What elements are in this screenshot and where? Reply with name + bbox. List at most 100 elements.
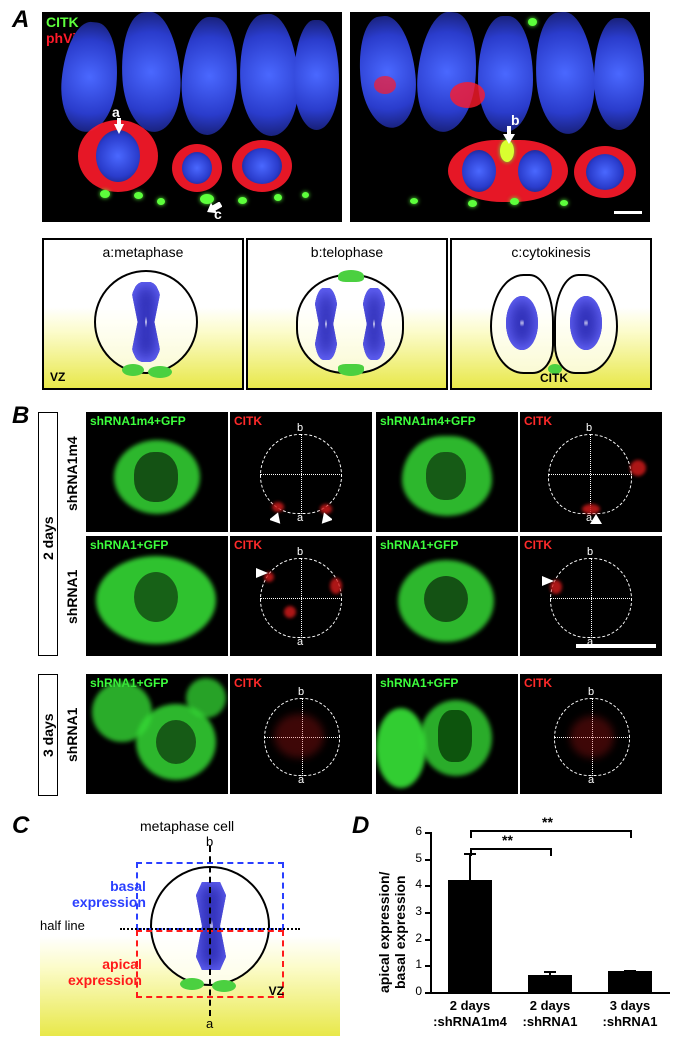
nucleus	[242, 148, 282, 184]
nucleus	[518, 150, 552, 192]
arrow-a-icon	[114, 118, 124, 134]
citk-diffuse	[274, 714, 324, 758]
citk-channel-label: CITK	[524, 414, 552, 428]
side-label-3days: 3 days	[40, 700, 56, 770]
x-label-line1: 3 days	[590, 998, 670, 1013]
x-label-line1: 2 days	[430, 998, 510, 1013]
error-bar	[469, 853, 471, 880]
nucleus	[294, 20, 339, 130]
pb-gfp-cell: shRNA1+GFP	[86, 674, 228, 794]
vz-label: VZ	[50, 370, 65, 384]
nucleus	[532, 12, 598, 136]
nucleus	[118, 12, 184, 134]
x-label-line1: 2 days	[510, 998, 590, 1013]
gfp-channel-label: shRNA1+GFP	[380, 538, 458, 552]
nucleus	[586, 154, 624, 190]
citk-furrow-top	[338, 270, 364, 282]
citk-spot	[274, 194, 282, 201]
bar-chart: apical expression/ basal expression 0123…	[380, 822, 680, 1040]
sig-bracket-drop	[470, 848, 472, 856]
significance-stars: **	[502, 832, 513, 848]
citk-diagram-spot	[122, 364, 144, 376]
y-tick-label: 6	[404, 824, 422, 838]
diagram-cytokinesis: c:cytokinesis CITK	[450, 238, 652, 390]
pole-b: b	[297, 422, 303, 434]
pb-citk-cell: CITK b a	[520, 536, 662, 656]
pb-citk-cell: CITK b a	[230, 536, 372, 656]
phvim-blob	[374, 76, 396, 94]
sig-bracket	[470, 830, 630, 832]
y-tick	[425, 939, 430, 941]
nucleus	[478, 16, 533, 132]
arrow-icon	[270, 512, 282, 524]
arrow-b-icon	[503, 126, 515, 144]
citk-furrow-bottom	[338, 364, 364, 376]
gfp-dark-center	[134, 452, 178, 502]
side-label-2days: 2 days	[40, 498, 56, 578]
pb-gfp-cell: shRNA1m4+GFP	[86, 412, 228, 532]
panel-label-d: D	[352, 812, 369, 840]
arrowhead-icon	[256, 568, 268, 578]
nucleus	[182, 152, 212, 184]
error-cap	[544, 971, 556, 973]
citk-signal	[582, 504, 600, 514]
y-tick	[425, 965, 430, 967]
x-axis	[430, 992, 670, 994]
gfp-cell	[376, 708, 426, 788]
pole-b: b	[297, 546, 303, 558]
sig-bracket	[470, 848, 550, 850]
gfp-dark-center	[134, 572, 178, 622]
gfp-channel-label: shRNA1m4+GFP	[380, 414, 476, 428]
basal-label: basal expression	[72, 878, 146, 910]
diagram-title-a: a:metaphase	[44, 244, 242, 260]
pole-b: b	[206, 834, 213, 849]
ab-axis	[209, 846, 211, 1016]
sig-bracket-drop	[470, 830, 472, 838]
gfp-channel-label: shRNA1+GFP	[90, 538, 168, 552]
pole-a: a	[588, 774, 594, 786]
nucleus	[237, 13, 301, 138]
y-tick-label: 5	[404, 851, 422, 865]
micrograph-a-right: b	[350, 12, 650, 222]
bar	[528, 975, 572, 992]
nucleus-diagram	[506, 296, 538, 350]
pb-gfp-cell: shRNA1+GFP	[376, 674, 518, 794]
y-axis	[430, 832, 432, 992]
pb-citk-cell: CITK b a	[520, 412, 662, 532]
gfp-cell	[186, 678, 226, 718]
citk-signal	[272, 502, 284, 512]
x-label-line2: :shRNA1	[510, 1014, 590, 1029]
y-tick	[425, 859, 430, 861]
pb-citk-cell: CITK b a	[230, 412, 372, 532]
metaphase-plate	[96, 130, 140, 182]
gfp-dark-center	[438, 710, 472, 762]
legend-citk: CITK	[46, 14, 79, 30]
micrograph-a-left: CITK phVim a c	[42, 12, 342, 222]
panel-label-c: C	[12, 812, 29, 840]
half-line-v	[590, 434, 591, 514]
citk-spot	[238, 197, 247, 204]
panel-label-b: B	[12, 402, 29, 430]
y-tick-label: 4	[404, 877, 422, 891]
citk-label: CITK	[540, 371, 568, 385]
diagram-metaphase: a:metaphase VZ	[42, 238, 244, 390]
y-tick-label: 2	[404, 931, 422, 945]
citk-signal	[630, 460, 646, 476]
citk-diagram-spot	[148, 366, 172, 378]
half-line-label: half line	[40, 918, 85, 933]
phvim-blob	[450, 82, 485, 108]
nucleus	[594, 18, 644, 130]
citk-channel-label: CITK	[234, 538, 262, 552]
gfp-channel-label: shRNA1+GFP	[380, 676, 458, 690]
cell-outline	[296, 274, 404, 374]
bar	[448, 880, 492, 992]
vz-label: VZ	[269, 984, 284, 998]
arrow-icon	[590, 514, 602, 526]
panel-label-a: A	[12, 6, 29, 34]
pb-citk-cell: CITK b a	[230, 674, 372, 794]
citk-spot	[468, 200, 477, 207]
y-tick	[425, 912, 430, 914]
panelc-diagram: basal expression half line apical expres…	[40, 836, 340, 1036]
citk-spot	[100, 190, 110, 198]
pole-b: b	[298, 686, 304, 698]
